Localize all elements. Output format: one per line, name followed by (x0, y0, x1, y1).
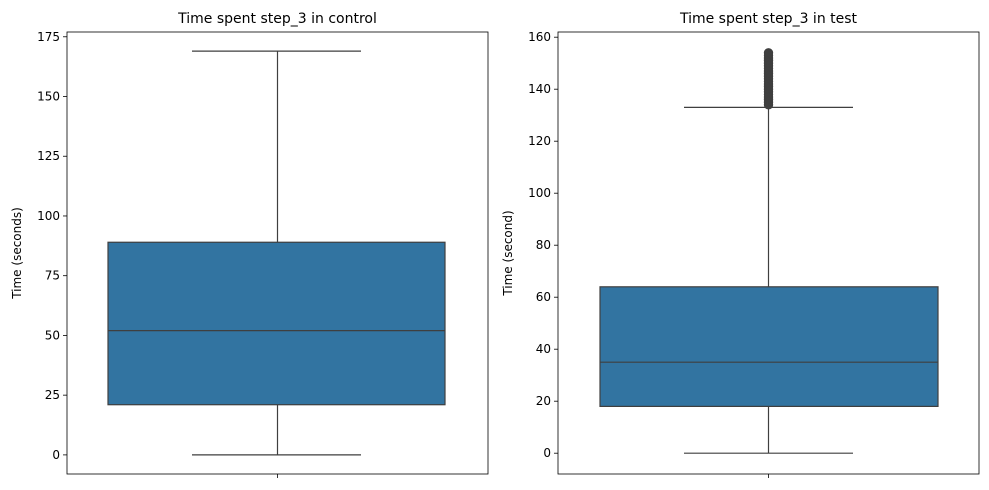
control-y-tick-label: 25 (45, 388, 60, 402)
control-y-ticks: 0 25 50 75 100 125 150 175 (37, 30, 67, 462)
control-y-axis-label: Time (seconds) (10, 207, 24, 300)
control-y-tick-label: 100 (37, 209, 60, 223)
test-y-ticks: 0 20 40 60 80 100 120 140 160 (528, 30, 558, 460)
test-box (599, 286, 939, 407)
test-y-tick-label: 0 (543, 446, 551, 460)
test-y-tick-label: 120 (528, 134, 551, 148)
control-y-tick-label: 125 (37, 149, 60, 163)
control-y-tick-label: 50 (45, 328, 60, 342)
control-y-tick-label: 75 (45, 269, 60, 283)
test-y-axis-label: Time (second) (501, 210, 515, 296)
control-boxplot (107, 50, 446, 456)
test-y-tick-label: 60 (536, 290, 551, 304)
test-boxplot (599, 48, 939, 454)
test-y-tick-label: 40 (536, 342, 551, 356)
control-y-tick-label: 150 (37, 90, 60, 104)
control-y-tick-label: 0 (52, 448, 60, 462)
test-y-tick-label: 140 (528, 82, 551, 96)
test-y-tick-label: 160 (528, 30, 551, 44)
test-boxplot-panel: Time spent step_3 in test Time (second) … (501, 11, 980, 478)
test-y-tick-label: 80 (536, 238, 551, 252)
test-y-tick-label: 100 (528, 186, 551, 200)
test-chart-title: Time spent step_3 in test (679, 11, 858, 27)
control-y-tick-label: 175 (37, 30, 60, 44)
control-box (107, 241, 446, 406)
control-boxplot-panel: Time spent step_3 in control Time (secon… (10, 11, 489, 478)
control-chart-title: Time spent step_3 in control (177, 11, 377, 27)
test-y-tick-label: 20 (536, 394, 551, 408)
test-outlier-point (763, 48, 774, 58)
